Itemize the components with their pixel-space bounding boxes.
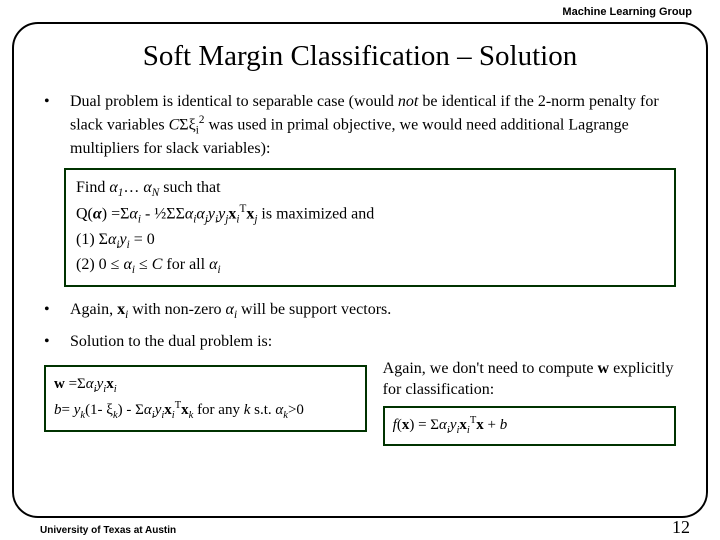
header-group-label: Machine Learning Group — [562, 6, 692, 18]
two-column-area: w =Σαiyixi b= yk(1- ξk) - ΣαiyixiTxk for… — [44, 359, 676, 447]
box1-line3: (1) Σαiyi = 0 — [76, 228, 664, 253]
solution-box: w =Σαiyixi b= yk(1- ξk) - ΣαiyixiTxk for… — [44, 365, 367, 433]
right-note: Again, we don't need to compute w explic… — [383, 359, 676, 401]
bullet-dot-icon: • — [44, 331, 70, 353]
box1-line4: (2) 0 ≤ αi ≤ C for all αi — [76, 253, 664, 278]
box2-line2: b= yk(1- ξk) - ΣαiyixiTxk for any k s.t.… — [54, 398, 357, 424]
bullet-dot-icon: • — [44, 91, 70, 160]
box1-line1: Find α1… αN such that — [76, 176, 664, 201]
page-number: 12 — [672, 517, 690, 538]
right-column: Again, we don't need to compute w explic… — [383, 359, 676, 447]
lower-area: • Again, xi with non-zero αi will be sup… — [14, 299, 706, 447]
box2-line1: w =Σαiyixi — [54, 373, 357, 398]
slide-frame: Soft Margin Classification – Solution • … — [12, 22, 708, 518]
bullet-1-text: Dual problem is identical to separable c… — [70, 91, 676, 160]
bullet-2: • Again, xi with non-zero αi will be sup… — [44, 299, 676, 323]
bullet-3: • Solution to the dual problem is: — [44, 331, 676, 353]
footer-affiliation: University of Texas at Austin — [40, 525, 176, 536]
bullet-2-text: Again, xi with non-zero αi will be suppo… — [70, 299, 676, 323]
content-area: • Dual problem is identical to separable… — [14, 73, 706, 160]
box1-line2: Q(α) =Σαi - ½ΣΣαiαjyiyjxiTxj is maximize… — [76, 201, 664, 228]
left-column: w =Σαiyixi b= yk(1- ξk) - ΣαiyixiTxk for… — [44, 359, 367, 447]
slide-title: Soft Margin Classification – Solution — [14, 40, 706, 73]
classifier-box: f(x) = ΣαiyixiTx + b — [383, 406, 676, 446]
bullet-dot-icon: • — [44, 299, 70, 323]
bullet-1: • Dual problem is identical to separable… — [44, 91, 676, 160]
bullet-3-text: Solution to the dual problem is: — [70, 331, 676, 353]
dual-problem-box: Find α1… αN such that Q(α) =Σαi - ½ΣΣαiα… — [64, 168, 676, 287]
